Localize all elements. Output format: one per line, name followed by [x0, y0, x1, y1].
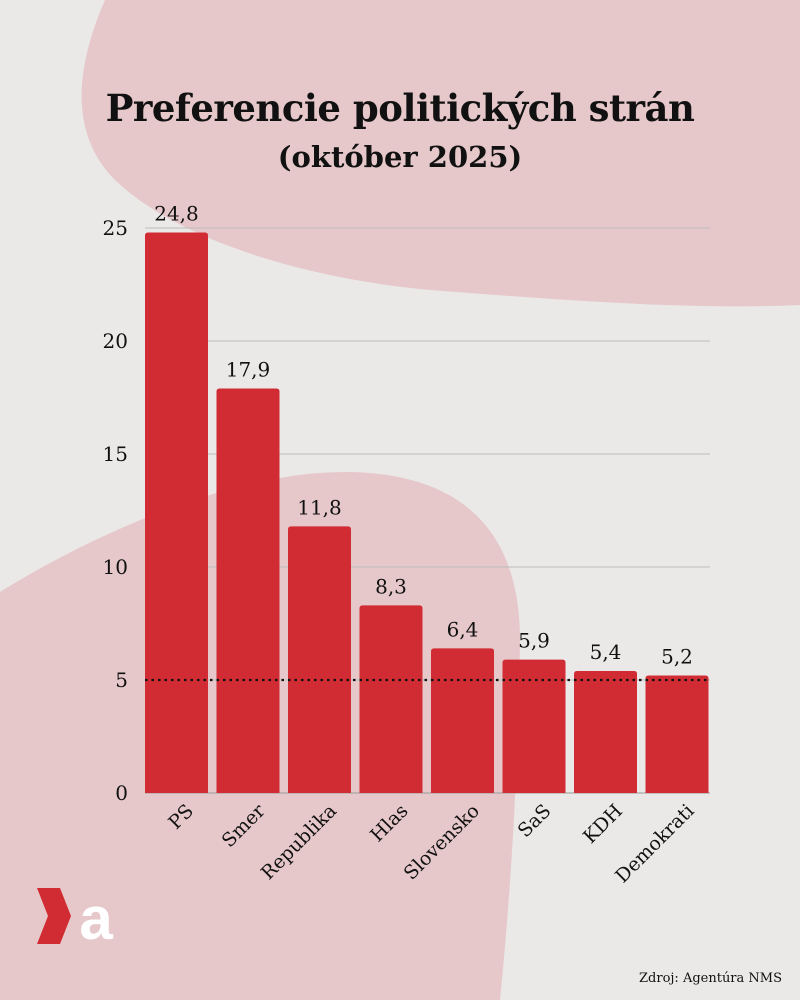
bar-republika — [288, 526, 351, 793]
bars — [145, 232, 709, 793]
bar-hlas — [359, 605, 423, 793]
category-label: KDH — [579, 800, 627, 848]
bar-slovensko — [431, 648, 494, 793]
y-tick-label: 10 — [103, 555, 128, 579]
value-label: 5,2 — [661, 644, 693, 668]
bar-kdh — [574, 670, 637, 793]
chart-title: Preferencie politických strán — [105, 86, 695, 130]
value-label: 6,4 — [447, 617, 479, 641]
y-tick-label: 25 — [103, 216, 128, 240]
bar-sas — [502, 659, 566, 793]
bar-ps — [145, 232, 208, 793]
y-tick-label: 0 — [115, 781, 128, 805]
source-note: Zdroj: Agentúra NMS — [639, 971, 782, 986]
value-label: 24,8 — [154, 202, 199, 226]
logo: a — [37, 885, 113, 952]
value-label: 11,8 — [297, 495, 342, 519]
value-label: 5,9 — [518, 629, 550, 653]
y-tick-label: 20 — [103, 329, 128, 353]
bar-demokrati — [645, 675, 709, 793]
y-tick-label: 15 — [103, 442, 128, 466]
value-label: 8,3 — [375, 574, 407, 598]
bar-smer — [216, 388, 280, 793]
logo-chevron — [37, 888, 71, 944]
category-label: SaS — [514, 800, 556, 842]
value-label: 5,4 — [590, 640, 622, 664]
value-label: 17,9 — [226, 357, 271, 381]
logo-letter: a — [79, 885, 113, 952]
y-tick-label: 5 — [115, 668, 128, 692]
chart-subtitle: (október 2025) — [277, 140, 523, 174]
background-blob-top — [81, 0, 800, 307]
